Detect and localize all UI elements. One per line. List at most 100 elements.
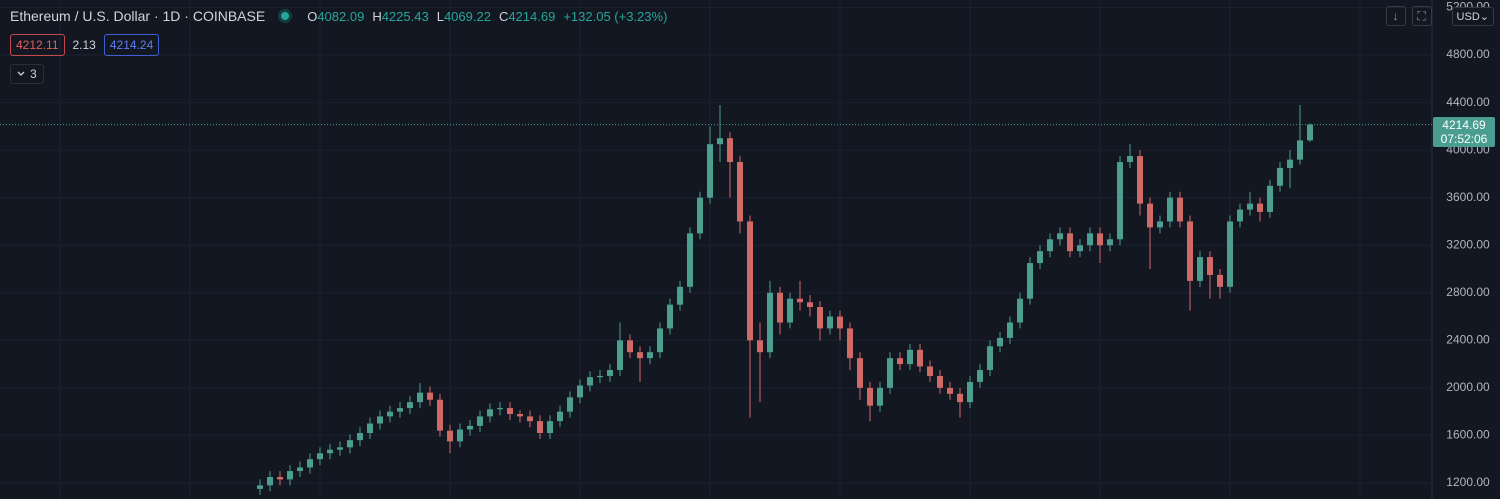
- candle-body: [707, 144, 713, 198]
- trade-row: 4212.11 2.13 4214.24: [10, 34, 160, 56]
- candle-body: [997, 337, 1003, 347]
- candle-body: [1187, 221, 1193, 281]
- candle-body: [837, 316, 843, 329]
- currency-select[interactable]: USD⌄: [1451, 6, 1494, 26]
- candle-body: [1237, 209, 1243, 222]
- candle-body: [527, 416, 533, 422]
- candle-body: [677, 286, 683, 305]
- candle-body: [387, 411, 393, 417]
- candle-body: [1127, 156, 1133, 163]
- candle-body: [1217, 274, 1223, 287]
- fullscreen-button[interactable]: ⛶: [1411, 6, 1432, 26]
- y-tick-label: 4800.00: [1446, 47, 1490, 61]
- candle-body: [967, 381, 973, 403]
- candle-body: [747, 221, 753, 341]
- candle-body: [937, 375, 943, 388]
- candle-body: [1047, 239, 1053, 252]
- candle-body: [367, 423, 373, 434]
- candle-body: [647, 352, 653, 359]
- ohlc-value: 4082.09: [317, 8, 365, 24]
- candle-body: [1287, 159, 1293, 168]
- candle-body: [887, 358, 893, 388]
- symbol-header: Ethereum / U.S. Dollar · 1D · COINBASE O…: [10, 6, 667, 26]
- scroll-button[interactable]: ↓: [1385, 6, 1406, 26]
- candle-body: [827, 316, 833, 329]
- candle-body: [1057, 233, 1063, 240]
- candle-body: [437, 399, 443, 431]
- candle-body: [1137, 156, 1143, 204]
- candle-body: [497, 408, 503, 410]
- candle-body: [287, 471, 293, 480]
- ohlc-key: C: [498, 8, 509, 24]
- candle-body: [847, 328, 853, 359]
- ohlc-value: 4225.43: [381, 8, 429, 24]
- symbol: Ethereum / U.S. Dollar · 1D · COINBASE: [10, 8, 266, 24]
- candle-body: [817, 307, 823, 329]
- sell-button[interactable]: 4212.11: [10, 34, 65, 56]
- candle-body: [637, 352, 643, 359]
- chevron-icon: [17, 71, 25, 76]
- candle-body: [797, 298, 803, 303]
- candle-body: [877, 387, 883, 406]
- currency: USD: [1456, 10, 1480, 23]
- buy-button[interactable]: 4214.24: [103, 34, 160, 56]
- candle-body: [307, 459, 313, 468]
- candle-body: [1267, 185, 1273, 212]
- candle-body: [587, 377, 593, 386]
- ohlc-key: L: [436, 8, 444, 24]
- candle-body: [1017, 298, 1023, 323]
- candle-body: [327, 449, 333, 454]
- ohlc-value: 4069.22: [443, 8, 491, 24]
- indicators-toggle[interactable]: 3: [10, 64, 44, 84]
- ohlc-values: O4082.09 H4225.43 L4069.22 C4214.69 +132…: [307, 9, 667, 24]
- candle-body: [447, 430, 453, 442]
- vertical-grid: [59, 0, 1361, 499]
- candle-body: [267, 477, 273, 486]
- y-tick-label: 3200.00: [1446, 237, 1490, 251]
- candle-body: [807, 302, 813, 308]
- candle-body: [297, 467, 303, 472]
- candle-body: [337, 447, 343, 450]
- candle-body: [947, 387, 953, 394]
- y-tick-label: 2400.00: [1446, 332, 1490, 346]
- y-tick-label: 1600.00: [1446, 428, 1490, 442]
- candle-body: [547, 421, 553, 434]
- candle-body: [1157, 221, 1163, 228]
- candle-body: [1307, 124, 1313, 141]
- candle-body: [697, 197, 703, 234]
- candle-body: [657, 328, 663, 353]
- candle-body: [467, 425, 473, 430]
- candle-body: [317, 453, 323, 460]
- candle-body: [407, 402, 413, 409]
- candle-body: [857, 358, 863, 388]
- candle-body: [1027, 263, 1033, 299]
- candle-body: [777, 292, 783, 323]
- ohlc-key: O: [307, 8, 318, 24]
- candle-body: [427, 392, 433, 400]
- candle-body: [1227, 221, 1233, 287]
- candle-body: [957, 393, 963, 403]
- candle-body: [1207, 257, 1213, 275]
- ohlc-key: H: [372, 8, 382, 24]
- candle-body: [977, 370, 983, 382]
- candle-body: [597, 375, 603, 378]
- candle-body: [577, 385, 583, 398]
- candle-body: [717, 138, 723, 145]
- y-tick-label: 1200.00: [1446, 475, 1490, 489]
- candle-body: [737, 162, 743, 222]
- candle-body: [1277, 167, 1283, 186]
- candle-body: [1177, 197, 1183, 222]
- candle-body: [347, 440, 353, 448]
- candle-body: [1297, 140, 1303, 160]
- candle-body: [1097, 233, 1103, 246]
- candle-body: [767, 292, 773, 353]
- candle-body: [897, 358, 903, 365]
- candle-body: [1147, 203, 1153, 228]
- candle-body: [1197, 257, 1203, 281]
- change: +132.05 (+3.23%): [563, 8, 668, 24]
- candle-body: [1007, 322, 1013, 338]
- candle-body: [1067, 233, 1073, 252]
- candle-body: [667, 304, 673, 329]
- candle-body: [567, 397, 573, 412]
